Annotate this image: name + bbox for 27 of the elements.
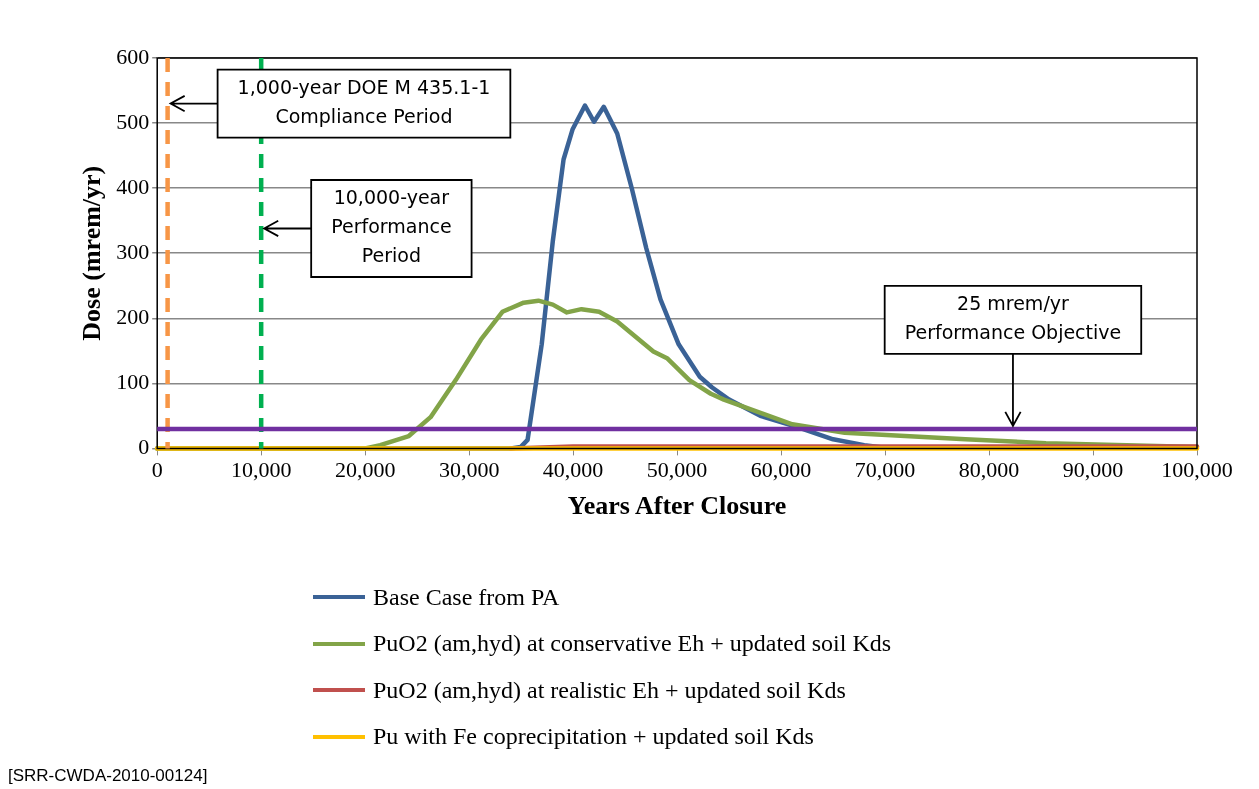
x-tick-label: 40,000	[542, 457, 604, 483]
text: [SRR-CWDA-2010-00124]	[8, 766, 208, 786]
y-tick-label: 500	[116, 108, 150, 134]
y-axis-title: Dose (mrem/yr)	[77, 165, 107, 341]
y-tick-label: 400	[116, 173, 150, 199]
x-tick-label: 50,000	[646, 457, 708, 483]
x-tick-label: 100,000	[1161, 457, 1233, 483]
y-tick-label: 100	[116, 369, 150, 395]
legend-label: PuO2 (am,hyd) at realistic Eh + updated soil Kds	[373, 676, 846, 704]
y-tick-label: 200	[116, 304, 150, 330]
y-tick-label: 600	[116, 43, 150, 69]
x-tick-label: 70,000	[854, 457, 916, 483]
annotation: 1,000-year DOE M 435.1-1 Compliance Period	[237, 75, 491, 127]
x-axis-title: Years After Closure	[567, 491, 787, 521]
x-tick-label: 20,000	[334, 457, 396, 483]
annotation: 25 mrem/yr Performance Objective	[904, 292, 1122, 344]
y-tick-label: 300	[116, 238, 150, 264]
x-tick-label: 10,000	[230, 457, 292, 483]
y-tick-label: 0	[138, 434, 150, 460]
x-tick-label: 30,000	[438, 457, 500, 483]
legend-label: PuO2 (am,hyd) at conservative Eh + updated soil Kds	[373, 630, 892, 658]
legend-label: Base Case from PA	[373, 583, 560, 611]
annotation: 10,000-year Performance Period	[331, 186, 452, 267]
legend-label: Pu with Fe coprecipitation + updated soil Kds	[373, 723, 814, 751]
x-tick-label: 80,000	[958, 457, 1020, 483]
x-tick-label: 60,000	[750, 457, 812, 483]
x-tick-label: 90,000	[1062, 457, 1124, 483]
